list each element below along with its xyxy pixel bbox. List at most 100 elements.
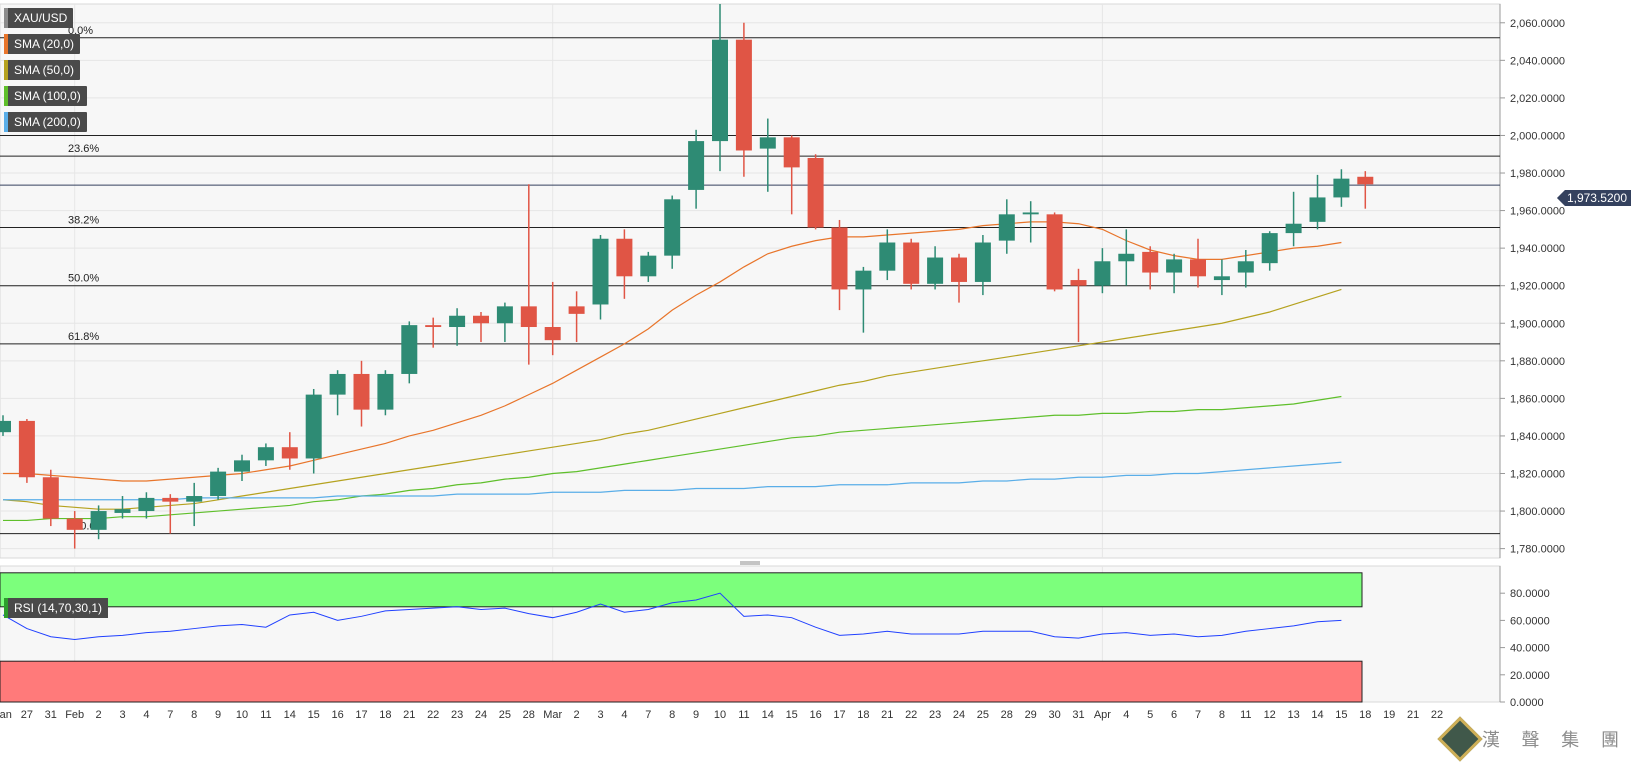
candle-body	[783, 137, 800, 168]
x-axis-label: 28	[1001, 709, 1013, 721]
price-axis-label: 1,900.0000	[1510, 318, 1565, 330]
candle-body	[1118, 253, 1135, 262]
candle-body	[42, 477, 59, 519]
price-axis-label: 1,880.0000	[1510, 356, 1565, 368]
watermark: 漢 聲 集 團	[1437, 716, 1627, 762]
sma-line	[3, 395, 1342, 522]
price-axis-label: 2,020.0000	[1510, 93, 1565, 105]
x-axis-label: 18	[379, 709, 391, 721]
candle-body	[257, 447, 274, 461]
price-axis-label: 1,940.0000	[1510, 243, 1565, 255]
candle-body	[329, 373, 346, 395]
price-axis-label: 1,800.0000	[1510, 506, 1565, 518]
rsi-axis-label: 0.0000	[1510, 697, 1544, 709]
candle-body	[138, 497, 155, 512]
candle-body	[377, 373, 394, 410]
legend-sma-20[interactable]: SMA (20,0)	[4, 34, 81, 54]
x-axis-label: 7	[1195, 709, 1201, 721]
price-axis-label: 1,820.0000	[1510, 468, 1565, 480]
legend-sma-200[interactable]: SMA (200,0)	[4, 112, 87, 132]
fib-level-label: 50.0%	[68, 273, 99, 285]
price-axis-label: 2,000.0000	[1510, 130, 1565, 142]
last-price-tag: 1,973.5200	[1556, 190, 1631, 206]
x-axis-label: 8	[191, 709, 197, 721]
legend-sma-200-label: SMA (200,0)	[14, 115, 81, 129]
fib-level-label: 23.6%	[68, 143, 99, 155]
x-axis-label: 4	[143, 709, 149, 721]
candle-body	[1309, 197, 1326, 222]
x-axis-label: 7	[645, 709, 651, 721]
x-axis-label: 10	[236, 709, 248, 721]
x-axis-label: Jan	[0, 709, 12, 721]
legend-symbol-label: XAU/USD	[14, 11, 68, 25]
legend-swatch-symbol	[4, 8, 8, 28]
price-axis-label: 1,780.0000	[1510, 544, 1565, 556]
rsi-axis-label: 20.0000	[1510, 670, 1550, 682]
price-axis-label: 2,040.0000	[1510, 55, 1565, 67]
x-axis-label: 15	[786, 709, 798, 721]
watermark-logo-icon	[1437, 716, 1483, 762]
candle-body	[425, 325, 442, 328]
candle-body	[807, 157, 824, 228]
price-axis-label: 1,920.0000	[1510, 281, 1565, 293]
legend-rsi-label: RSI (14,70,30,1)	[14, 601, 103, 615]
candle-body	[90, 511, 107, 530]
candle-body	[568, 306, 585, 314]
x-axis-label: Feb	[65, 709, 84, 721]
legend-swatch-sma-20	[4, 34, 8, 54]
legend-rsi[interactable]: RSI (14,70,30,1)	[4, 598, 109, 618]
x-axis-label: 27	[21, 709, 33, 721]
candle-body	[879, 242, 896, 271]
x-axis-label: 15	[1335, 709, 1347, 721]
rsi-axis-label: 40.0000	[1510, 643, 1550, 655]
candle-body	[401, 325, 418, 374]
legend-sma-50[interactable]: SMA (50,0)	[4, 60, 81, 80]
x-axis-label: 4	[1123, 709, 1129, 721]
x-axis-label: 21	[1407, 709, 1419, 721]
x-axis-label: 28	[523, 709, 535, 721]
x-axis-label: 31	[1072, 709, 1084, 721]
rsi-axis-label: 80.0000	[1510, 588, 1550, 600]
x-axis-label: 11	[260, 709, 271, 721]
x-axis-label: 31	[45, 709, 57, 721]
candle-body	[353, 373, 370, 410]
price-axis-label: 1,840.0000	[1510, 431, 1565, 443]
candle-body	[1237, 261, 1254, 273]
x-axis-label: 14	[284, 709, 296, 721]
candle-body	[281, 447, 298, 459]
candle-body	[759, 137, 776, 149]
candle-body	[998, 214, 1015, 241]
candle-body	[162, 497, 179, 502]
legend-swatch-sma-100	[4, 86, 8, 106]
legend-swatch-sma-200	[4, 112, 8, 132]
candle-body	[18, 420, 35, 478]
candle-body	[927, 257, 944, 284]
x-axis-label: 18	[1359, 709, 1371, 721]
candle-body	[735, 39, 752, 151]
candle-body	[1357, 176, 1374, 185]
legend-symbol[interactable]: XAU/USD	[4, 8, 74, 28]
price-axis-label: 1,980.0000	[1510, 168, 1565, 180]
watermark-text: 漢 聲 集 團	[1481, 730, 1627, 751]
candle-body	[1094, 261, 1111, 286]
x-axis-label: 22	[905, 709, 917, 721]
rsi-overbought-zone	[0, 572, 1363, 608]
x-axis-label: 11	[738, 709, 749, 721]
x-axis-label: 22	[1431, 709, 1443, 721]
candle-body	[66, 518, 83, 530]
x-axis-label: 3	[597, 709, 603, 721]
x-axis-label: 5	[1147, 709, 1153, 721]
x-axis-label: 11	[1240, 709, 1251, 721]
legend-sma-100[interactable]: SMA (100,0)	[4, 86, 87, 106]
x-axis-label: 23	[929, 709, 941, 721]
x-axis-label: 7	[167, 709, 173, 721]
candle-body	[1022, 212, 1039, 215]
candle-body	[1046, 214, 1063, 290]
x-axis-label: 8	[1219, 709, 1225, 721]
candle-body	[640, 255, 657, 277]
candle-body	[664, 199, 681, 256]
candle-body	[1070, 280, 1087, 286]
fib-level-label: 0.0%	[68, 25, 93, 37]
